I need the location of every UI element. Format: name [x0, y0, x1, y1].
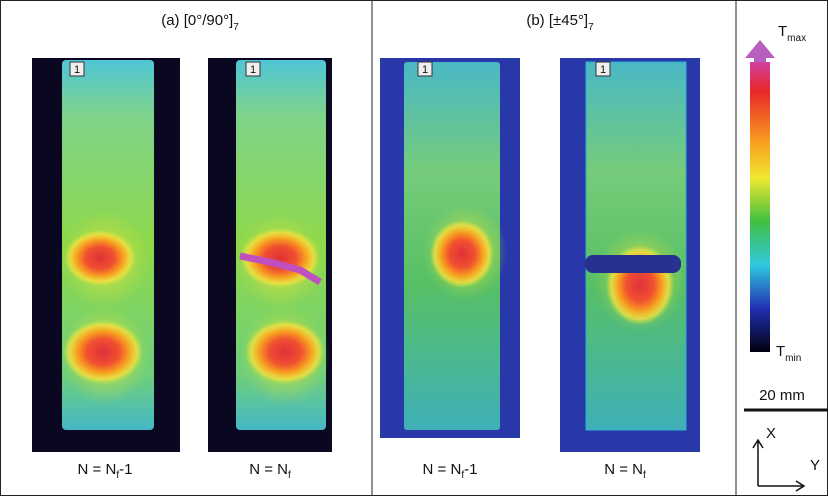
scale-bar-label: 20 mm: [759, 387, 805, 404]
specimen-tag: 1: [74, 64, 80, 76]
colorbar: [750, 62, 770, 352]
specimen-tag: 1: [250, 64, 256, 76]
thermal-image: [208, 58, 332, 452]
colorbar-max: Tmax: [778, 23, 806, 44]
thermal-image: [380, 58, 520, 438]
axis-label: X: [766, 425, 776, 442]
image-label: N = Nf: [249, 461, 291, 481]
image-label: N = Nf-1: [78, 461, 133, 481]
axis-label: Y: [810, 457, 820, 474]
axes-arrows: [752, 438, 806, 492]
thermal-image: [560, 58, 700, 452]
specimen-tag: 1: [600, 64, 606, 76]
image-label: N = Nf: [604, 461, 646, 481]
panel-title: (b) [±45°]7: [526, 12, 594, 33]
thermal-image: [32, 58, 180, 452]
colorbar-arrow: [745, 40, 775, 66]
panel-title: (a) [0°/90°]7: [161, 12, 239, 33]
specimen-tag: 1: [422, 64, 428, 76]
colorbar-min: Tmin: [776, 343, 801, 364]
image-label: N = Nf-1: [423, 461, 478, 481]
